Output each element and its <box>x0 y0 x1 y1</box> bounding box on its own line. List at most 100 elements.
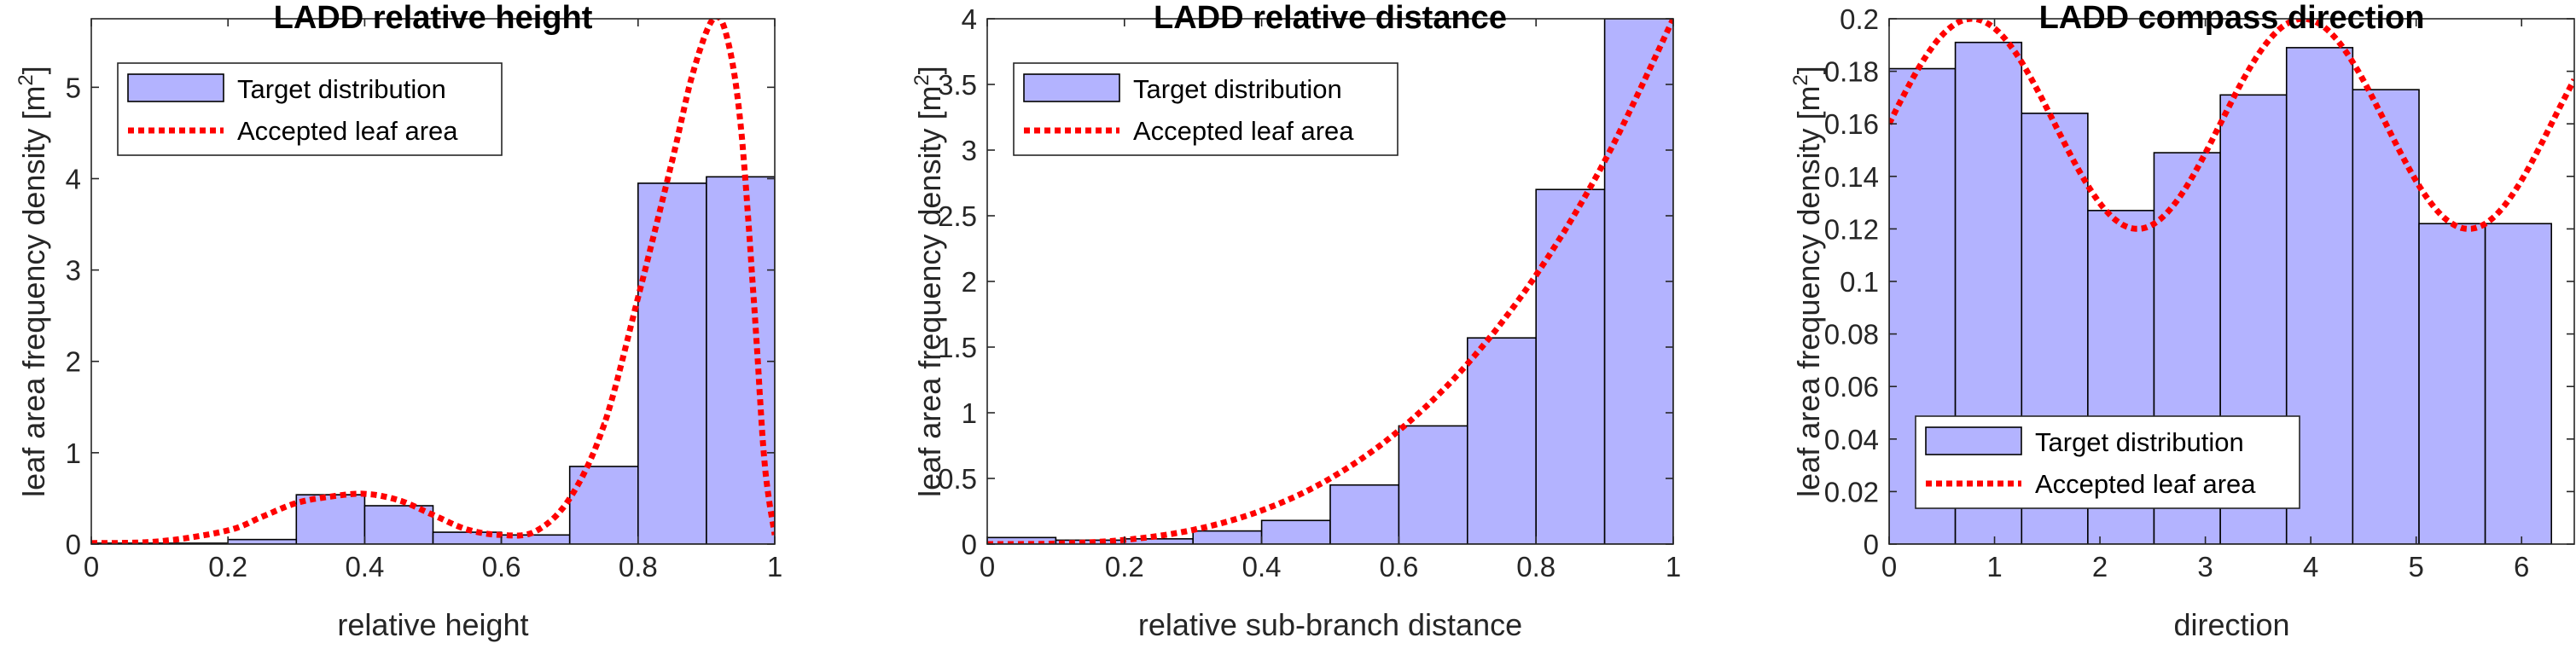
axes-box <box>90 18 776 545</box>
accepted-leaf-area-line <box>987 19 1673 544</box>
x-tick-label: 0.6 <box>482 551 521 582</box>
legend-swatch-target <box>1023 73 1120 102</box>
data-layer <box>987 19 1673 544</box>
legend: Target distribution Accepted leaf area <box>1013 62 1398 156</box>
x-tick-label: 0.2 <box>208 551 247 582</box>
x-tick-label: 2 <box>2092 551 2108 582</box>
histogram-bar <box>295 494 366 544</box>
y-axis-label-text: leaf area frequency density [m <box>16 86 51 497</box>
x-tick-label: 6 <box>2514 551 2529 582</box>
chart-title: LADD compass direction <box>2039 0 2425 36</box>
legend-label-target: Target distribution <box>1133 74 1342 104</box>
y-tick-label: 3 <box>962 135 977 166</box>
y-tick-label: 0.02 <box>1824 476 1879 507</box>
x-tick-label: 0.2 <box>1105 551 1144 582</box>
accepted-leaf-area-line <box>1889 19 2574 232</box>
x-tick-label: 1 <box>1666 551 1681 582</box>
y-tick-label: 0.12 <box>1824 213 1879 245</box>
chart-title: LADD relative height <box>274 0 593 36</box>
legend-swatch-target <box>1925 426 2022 455</box>
x-tick-label: 0 <box>84 551 99 582</box>
accepted-leaf-area-line <box>91 19 775 544</box>
y-tick-label: 0.04 <box>1824 424 1879 455</box>
histogram-bar <box>2484 223 2552 544</box>
y-axis-label-superscript: 2 <box>15 74 38 85</box>
y-axis-label-bracket: ] <box>912 66 947 74</box>
x-tick-label: 0.8 <box>619 551 658 582</box>
chart-panel-3: 0 1 2 3 4 5 6 0 0.02 0.04 0.06 0.08 0.1 0.12 0.14 0.16 0… <box>1789 0 2575 642</box>
chart-panel-1: 0 0.2 0.4 0.6 0.8 1 0 1 2 3 4 5 LADD relative height… <box>15 0 782 642</box>
y-tick-label: 0.5 <box>938 463 977 495</box>
y-axis-label-bracket: ] <box>1791 66 1826 74</box>
histogram-bar <box>2352 89 2420 544</box>
x-tick-label: 0.6 <box>1379 551 1418 582</box>
x-tick-label: 4 <box>2303 551 2318 582</box>
x-tick-label: 0.4 <box>1242 551 1282 582</box>
y-tick-label: 4 <box>66 163 81 194</box>
legend-label-accepted: Accepted leaf area <box>2035 469 2256 499</box>
y-tick-label: 0.14 <box>1824 161 1879 193</box>
x-axis-label: direction <box>2173 607 2289 642</box>
y-tick-label: 0.08 <box>1824 319 1879 351</box>
y-tick-label: 2.5 <box>938 200 977 232</box>
data-layer <box>91 19 775 544</box>
y-axis-label-text: leaf area frequency density [m <box>1791 86 1826 497</box>
y-tick-label: 0.06 <box>1824 371 1879 403</box>
histogram-bar <box>568 466 639 544</box>
y-axis-label: leaf area frequency density [m2] <box>15 66 51 497</box>
x-tick-label: 0.8 <box>1516 551 1555 582</box>
histogram-bar <box>706 176 775 544</box>
x-axis-label: relative height <box>337 607 528 642</box>
x-tick-label: 5 <box>2409 551 2424 582</box>
x-tick-label: 0 <box>1881 551 1897 582</box>
y-tick-label: 3 <box>66 255 81 287</box>
histogram-bar <box>1535 188 1606 544</box>
histogram-bar <box>227 538 298 544</box>
x-tick-label: 0.4 <box>345 551 384 582</box>
histogram-bar <box>1467 337 1538 544</box>
x-tick-label: 3 <box>2197 551 2213 582</box>
y-tick-label: 2 <box>962 266 977 298</box>
histogram-bar <box>637 183 707 544</box>
y-axis-label-bracket: ] <box>16 66 51 74</box>
histogram-bar <box>1329 484 1400 544</box>
y-tick-label: 1.5 <box>938 332 977 363</box>
y-tick-label: 0 <box>962 529 977 560</box>
chart-panel-2: 0 0.2 0.4 0.6 0.8 1 0 0.5 1 1.5 2 2.5 3 3.5 4 LADD rela… <box>910 0 1681 642</box>
x-tick-label: 0 <box>980 551 995 582</box>
y-tick-label: 1 <box>962 397 977 429</box>
legend-label-target: Target distribution <box>237 74 446 104</box>
histogram-bar <box>1192 530 1263 544</box>
legend-swatch-target <box>127 73 224 102</box>
y-axis-label-text: leaf area frequency density [m <box>912 86 947 497</box>
y-tick-label: 0.18 <box>1824 56 1879 88</box>
y-tick-label: 3.5 <box>938 69 977 101</box>
histogram-bar <box>1603 19 1673 544</box>
chart-title: LADD relative distance <box>1154 0 1507 36</box>
histogram-bar <box>2418 223 2486 544</box>
y-axis-label: leaf area frequency density [m2] <box>910 66 947 497</box>
histogram-bar <box>1398 425 1468 544</box>
x-tick-label: 1 <box>767 551 782 582</box>
y-tick-label: 2 <box>66 346 81 378</box>
legend: Target distribution Accepted leaf area <box>1915 415 2300 509</box>
y-tick-label: 0.16 <box>1824 108 1879 140</box>
y-axis-label: leaf area frequency density [m2] <box>1789 66 1826 497</box>
y-tick-label: 1 <box>66 437 81 469</box>
y-axis-label-superscript: 2 <box>910 74 933 85</box>
legend-label-accepted: Accepted leaf area <box>1133 116 1354 146</box>
legend-label-accepted: Accepted leaf area <box>237 116 458 146</box>
y-tick-label: 0.2 <box>1840 3 1879 35</box>
legend-label-target: Target distribution <box>2035 427 2244 457</box>
y-tick-label: 5 <box>66 72 81 103</box>
y-axis-label-superscript: 2 <box>1789 74 1812 85</box>
histogram-bar <box>1260 519 1331 544</box>
x-axis-label: relative sub-branch distance <box>1138 607 1522 642</box>
y-tick-label: 0 <box>1864 529 1879 560</box>
y-tick-label: 0.1 <box>1840 266 1879 298</box>
y-tick-label: 0 <box>66 529 81 560</box>
legend: Target distribution Accepted leaf area <box>117 62 503 156</box>
x-tick-label: 1 <box>1986 551 2002 582</box>
y-tick-label: 4 <box>962 3 977 35</box>
